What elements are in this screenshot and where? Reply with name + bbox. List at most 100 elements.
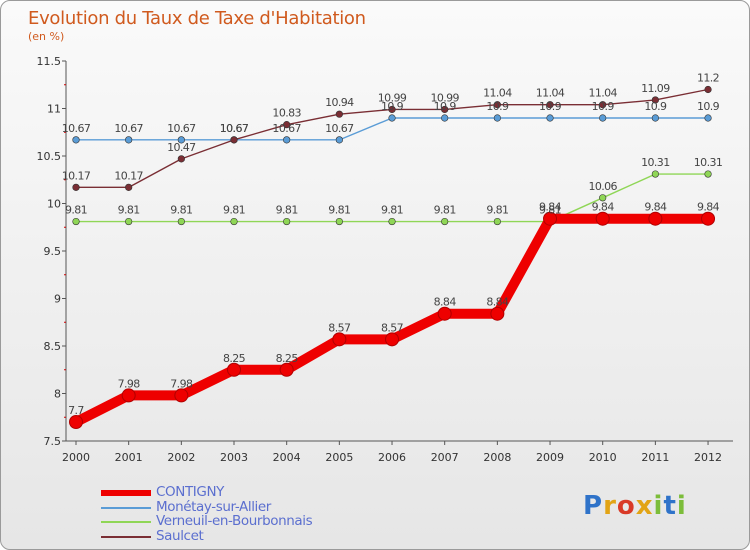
data-label-saulcet: 10.99 [430, 91, 459, 104]
data-point-saulcet [283, 121, 291, 129]
y-tick-label: 11.5 [37, 55, 62, 68]
y-tick-label: 10 [47, 198, 61, 211]
data-label-saulcet: 11.04 [483, 87, 512, 100]
y-tick-label: 9.5 [44, 245, 62, 258]
data-label-verneuil-en-bourbonnais: 9.81 [381, 204, 403, 217]
data-point-monetay-sur-allier [388, 114, 396, 122]
data-point-verneuil-en-bourbonnais [283, 217, 291, 226]
data-label-verneuil-en-bourbonnais: 9.81 [118, 204, 140, 217]
logo-letter: r [603, 491, 617, 521]
data-point-saulcet [704, 85, 712, 94]
data-label-saulcet: 10.94 [325, 96, 354, 109]
x-tick-label: 2007 [431, 451, 459, 464]
data-label-monetay-sur-allier: 10.9 [592, 100, 615, 113]
logo-letter: i [676, 491, 687, 521]
axes: 7.5 8 8.5 9 9.5 10 10.5 11 11.5 2000 2001 2002 2003 2… [37, 55, 733, 464]
x-tick-label: 2001 [115, 451, 143, 464]
data-label-monetay-sur-allier: 10.9 [381, 100, 404, 113]
data-label-contigny: 7.98 [170, 377, 193, 390]
data-point-monetay-sur-allier [651, 114, 659, 122]
data-point-monetay-sur-allier [125, 136, 133, 144]
data-point-verneuil-en-bourbonnais [599, 194, 607, 202]
data-label-monetay-sur-allier: 10.9 [486, 100, 509, 113]
data-point-contigny [69, 415, 83, 429]
data-label-monetay-sur-allier: 10.9 [697, 100, 720, 113]
data-label-monetay-sur-allier: 10.9 [539, 100, 562, 113]
logo-letter: t [663, 491, 677, 521]
data-label-contigny: 8.84 [486, 296, 509, 309]
legend-swatch-verneuil [101, 521, 151, 523]
x-tick-label: 2008 [483, 451, 511, 464]
data-label-verneuil-en-bourbonnais: 9.81 [276, 204, 298, 217]
data-label-monetay-sur-allier: 10.67 [325, 122, 354, 135]
data-point-contigny [385, 332, 400, 347]
y-tick-label: 7.5 [44, 435, 62, 448]
legend-label-contigny: CONTIGNY [156, 484, 224, 500]
data-label-contigny: 7.98 [118, 377, 141, 390]
data-point-saulcet [493, 101, 501, 109]
data-point-verneuil-en-bourbonnais [177, 217, 185, 226]
data-label-verneuil-en-bourbonnais: 9.81 [486, 204, 508, 217]
legend-swatch-saulcet [101, 535, 151, 538]
data-point-verneuil-en-bourbonnais [72, 217, 80, 226]
x-tick-label: 2012 [694, 451, 722, 464]
data-label-monetay-sur-allier: 10.9 [434, 100, 457, 113]
data-point-monetay-sur-allier [72, 136, 80, 144]
data-label-verneuil-en-bourbonnais: 9.81 [223, 204, 245, 217]
x-tick-label: 2010 [589, 451, 617, 464]
y-tick-label: 8.5 [44, 340, 62, 353]
logo-letter: P [583, 491, 604, 521]
data-point-monetay-sur-allier [493, 114, 501, 122]
data-label-saulcet: 10.99 [378, 91, 407, 104]
x-tick-label: 2006 [378, 451, 406, 464]
data-label-saulcet: 11.09 [641, 82, 670, 95]
data-point-saulcet [230, 136, 238, 144]
data-label-verneuil-en-bourbonnais: 9.81 [539, 204, 561, 217]
data-point-contigny [437, 306, 452, 321]
data-point-contigny [648, 211, 663, 226]
data-label-saulcet: 10.83 [272, 107, 301, 120]
data-label-verneuil-en-bourbonnais: 9.81 [65, 204, 87, 217]
data-label-verneuil-en-bourbonnais: 9.81 [434, 204, 456, 217]
logo-letter: i [653, 491, 664, 521]
x-tick-label: 2005 [325, 451, 353, 464]
y-tick-label: 11 [47, 103, 61, 116]
data-point-contigny [543, 211, 558, 226]
data-label-monetay-sur-allier: 10.67 [114, 122, 143, 135]
data-point-verneuil-en-bourbonnais [125, 217, 133, 226]
data-point-verneuil-en-bourbonnais [704, 170, 712, 178]
legend-swatch-monetay [101, 506, 151, 509]
data-label-saulcet: 10.17 [114, 169, 143, 182]
data-point-monetay-sur-allier [441, 114, 449, 122]
data-point-saulcet [651, 96, 659, 104]
data-point-monetay-sur-allier [283, 136, 291, 144]
data-point-saulcet [177, 155, 185, 163]
data-point-verneuil-en-bourbonnais [388, 217, 396, 226]
legend-label-verneuil: Verneuil-en-Bourbonnais [156, 513, 313, 529]
data-label-monetay-sur-allier: 10.67 [167, 122, 196, 135]
data-label-saulcet: 10.47 [167, 141, 196, 154]
series-points [69, 85, 716, 429]
data-label-saulcet: 10.67 [220, 122, 249, 135]
data-point-saulcet [72, 183, 80, 191]
data-label-verneuil-en-bourbonnais: 9.81 [328, 204, 350, 217]
data-label-monetay-sur-allier: 10.9 [644, 100, 667, 113]
series-line-contigny [71, 213, 714, 427]
data-label-monetay-sur-allier: 10.67 [272, 122, 301, 135]
x-tick-label: 2003 [220, 451, 248, 464]
data-label-saulcet: 11.04 [536, 87, 565, 100]
data-label-contigny: 8.57 [381, 321, 404, 334]
data-label-contigny: 9.84 [697, 201, 720, 214]
data-point-verneuil-en-bourbonnais [651, 170, 659, 178]
x-tick-label: 2004 [273, 451, 301, 464]
y-tick-label: 9 [54, 293, 61, 306]
y-tick-label: 10.5 [37, 150, 62, 163]
data-label-verneuil-en-bourbonnais: 10.06 [588, 180, 617, 193]
data-point-monetay-sur-allier [599, 114, 607, 122]
x-tick-label: 2002 [167, 451, 195, 464]
data-label-verneuil-en-bourbonnais: 10.31 [694, 156, 723, 169]
data-label-monetay-sur-allier: 10.67 [220, 122, 249, 135]
series-lines [71, 88, 714, 427]
data-point-contigny [490, 306, 505, 321]
